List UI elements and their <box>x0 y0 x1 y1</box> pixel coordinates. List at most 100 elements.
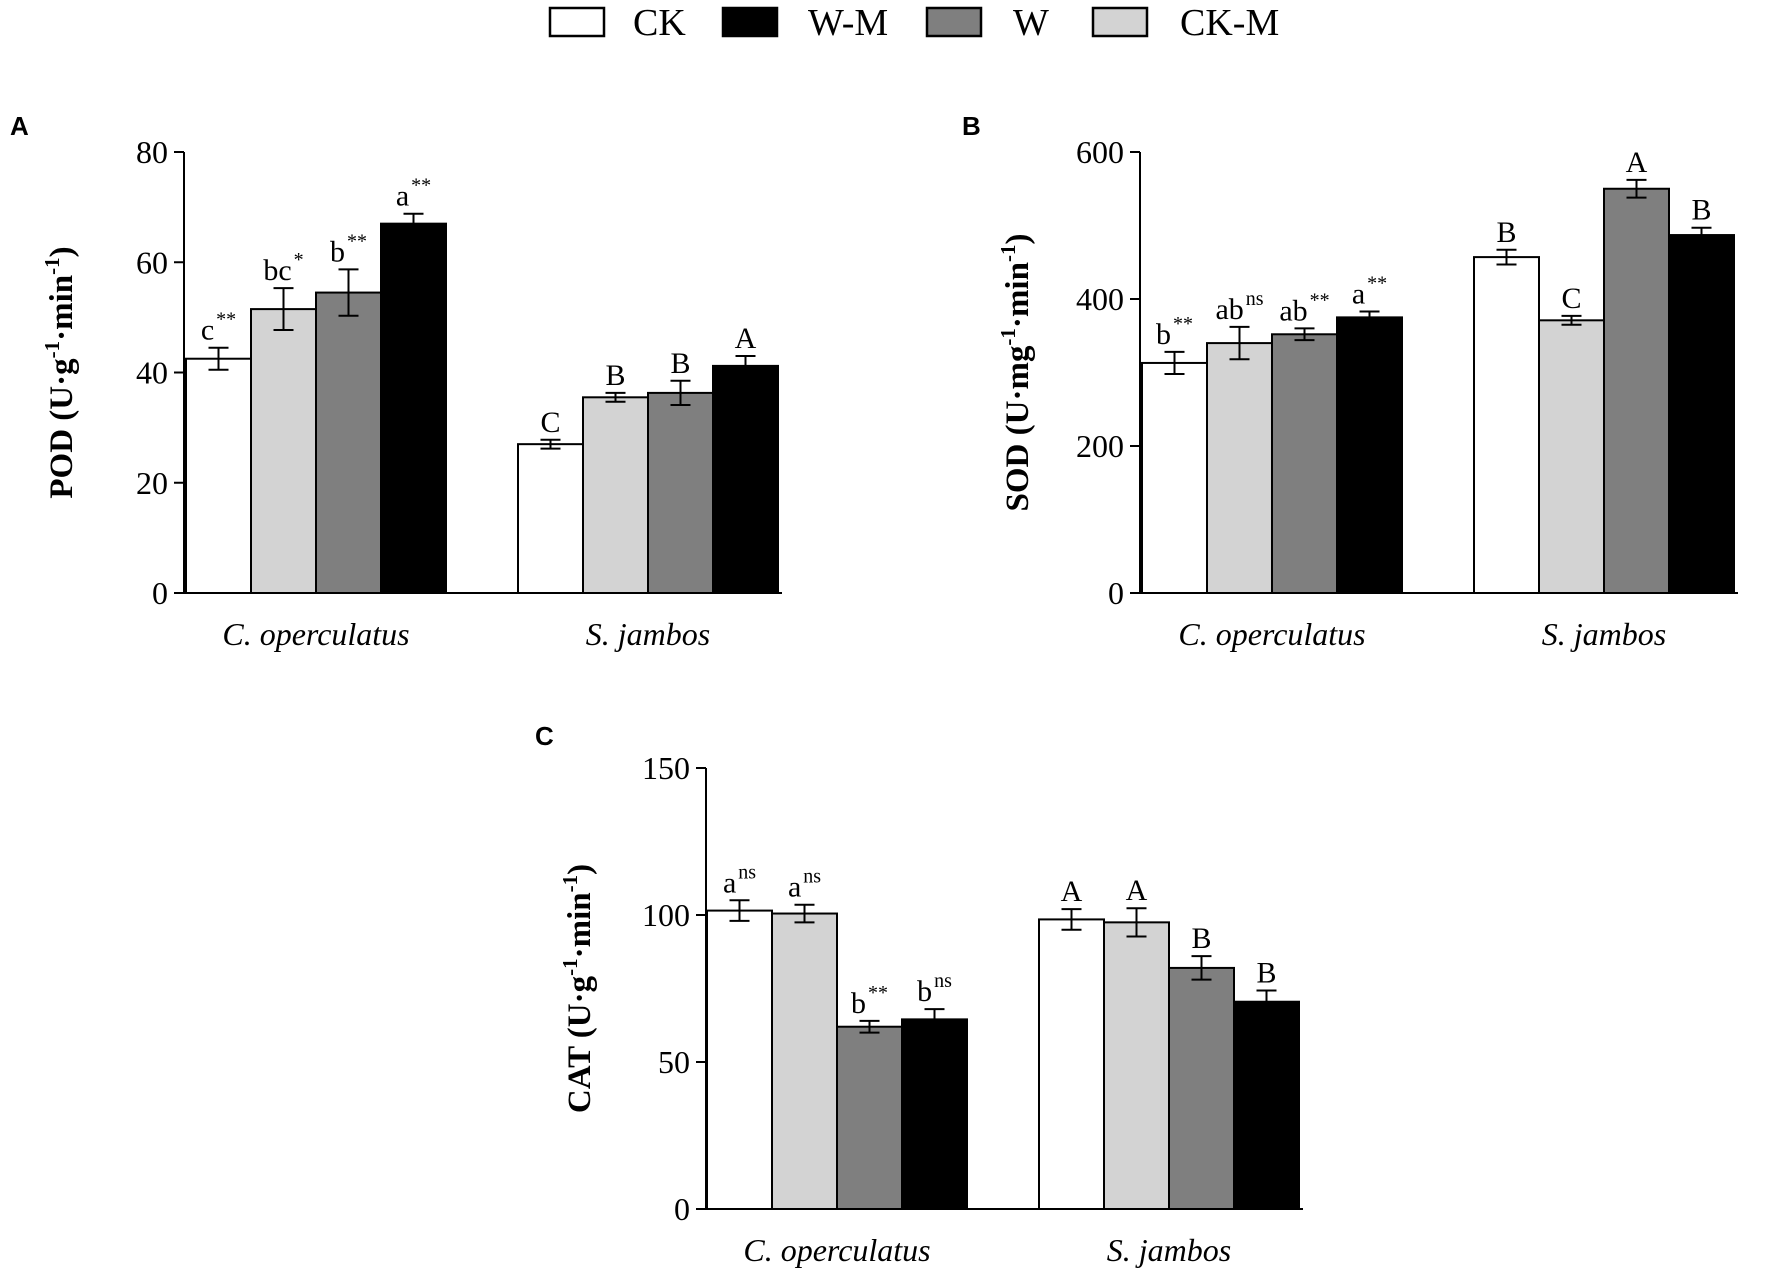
panel-letter-a: A <box>10 111 29 141</box>
legend-swatch-ckm <box>1091 6 1149 38</box>
bar-ck-m-c-operculatus <box>1206 342 1273 594</box>
bar-w-m-c-operculatus <box>1336 316 1403 594</box>
bar-ck-m-s-jambos <box>582 396 649 594</box>
y-axis-title-sup1: -1 <box>40 341 64 359</box>
significance-label-w-m-c-operculatus: a ** <box>1352 272 1387 310</box>
significance-letter: C <box>1561 282 1581 315</box>
category-label-s-jambos: S. jambos <box>586 616 710 652</box>
significance-label-ck-m-s-jambos: B <box>605 359 625 392</box>
bar-w-m-c-operculatus <box>380 222 447 594</box>
significance-letter: B <box>1256 957 1276 990</box>
category-label-s-jambos: S. jambos <box>1542 616 1666 652</box>
significance-mark: ** <box>1310 289 1330 311</box>
significance-label-ck-m-c-operculatus: bc * <box>263 249 303 287</box>
significance-label-ck-s-jambos: A <box>1061 875 1083 908</box>
y-axis-title-base: CAT (U·g <box>562 975 598 1113</box>
y-tick-label: 40 <box>136 355 168 391</box>
y-tick-label: 100 <box>642 897 690 933</box>
significance-letter: b <box>851 987 866 1020</box>
y-axis-title-end: ) <box>562 864 598 875</box>
y-axis-title-end: ) <box>1000 234 1036 245</box>
y-axis-title-sup2: -1 <box>40 257 64 275</box>
significance-letter: B <box>670 347 690 380</box>
bar-w-m-s-jambos <box>712 364 779 595</box>
y-tick-label: 20 <box>136 465 168 501</box>
significance-letter: A <box>735 322 757 355</box>
significance-letter: c <box>201 314 214 347</box>
legend-swatch-wm <box>721 6 779 38</box>
significance-mark: ** <box>1367 272 1387 294</box>
legend-swatch-ck <box>548 6 606 38</box>
significance-label-ck-c-operculatus: c ** <box>201 309 236 347</box>
y-tick-label: 0 <box>674 1191 690 1227</box>
y-tick-label: 150 <box>642 750 690 786</box>
significance-label-ck-m-c-operculatus: ab ns <box>1215 288 1263 326</box>
significance-mark: ns <box>803 866 821 888</box>
legend: CK W-M W CK-M <box>548 2 1279 44</box>
category-label-s-jambos: S. jambos <box>1107 1232 1231 1268</box>
y-tick-label: 0 <box>1108 575 1124 611</box>
y-axis-title-sup1: -1 <box>558 958 582 976</box>
significance-letter: b <box>330 235 345 268</box>
significance-letter: A <box>1061 875 1083 908</box>
y-axis-title: SOD (U·mg-1·min-1) <box>996 234 1036 512</box>
significance-label-w-m-s-jambos: A <box>735 322 757 355</box>
bar-ck-m-s-jambos <box>1538 319 1605 594</box>
significance-mark: ** <box>411 175 431 197</box>
category-label-c-operculatus: C. operculatus <box>1178 616 1365 652</box>
y-axis-title: POD (U·g-1·min-1) <box>40 246 80 498</box>
y-axis-title-mid: ·min <box>562 892 598 958</box>
bar-ck-s-jambos <box>1473 256 1540 594</box>
significance-letter: a <box>723 866 736 899</box>
significance-label-w-m-c-operculatus: b ns <box>917 970 952 1008</box>
bar-ck-s-jambos <box>1038 918 1105 1210</box>
significance-letter: B <box>1191 922 1211 955</box>
significance-label-ck-m-c-operculatus: a ns <box>788 866 821 904</box>
y-tick-label: 400 <box>1076 281 1124 317</box>
bar-ck-m-s-jambos <box>1103 921 1170 1210</box>
y-axis-title-base: POD (U·g <box>44 358 80 499</box>
bar-w-c-operculatus <box>836 1025 903 1210</box>
y-axis-title: CAT (U·g-1·min-1) <box>558 864 598 1113</box>
y-tick-label: 80 <box>136 134 168 170</box>
significance-mark: ** <box>868 982 888 1004</box>
significance-mark: ** <box>216 309 236 331</box>
bar-w-s-jambos <box>1168 966 1235 1210</box>
legend-label-ckm: CK-M <box>1180 2 1279 44</box>
significance-mark: ** <box>347 230 367 252</box>
bar-w-c-operculatus <box>1271 333 1338 594</box>
legend-swatch-w <box>925 6 983 38</box>
significance-label-w-s-jambos: B <box>1191 922 1211 955</box>
bar-w-c-operculatus <box>315 291 382 594</box>
category-label-c-operculatus: C. operculatus <box>743 1232 930 1268</box>
significance-label-w-s-jambos: A <box>1626 146 1648 179</box>
bar-ck-s-jambos <box>517 443 584 594</box>
significance-label-w-c-operculatus: b ** <box>851 982 888 1020</box>
y-tick-label: 200 <box>1076 428 1124 464</box>
bar-w-m-s-jambos <box>1233 1000 1300 1210</box>
significance-letter: B <box>1691 194 1711 227</box>
legend-label-wm: W-M <box>808 2 888 44</box>
bar-w-s-jambos <box>647 391 714 594</box>
significance-letter: B <box>1496 216 1516 249</box>
bar-w-m-c-operculatus <box>901 1018 968 1210</box>
significance-letter: C <box>540 406 560 439</box>
y-axis-title-sup2: -1 <box>558 875 582 893</box>
bar-ck-m-c-operculatus <box>771 912 838 1211</box>
bar-ck-m-c-operculatus <box>250 308 317 594</box>
significance-letter: b <box>1156 318 1171 351</box>
significance-letter: b <box>917 975 932 1008</box>
significance-letter: a <box>788 871 801 904</box>
y-axis-title-sup2: -1 <box>996 245 1020 263</box>
significance-mark: ns <box>934 970 952 992</box>
significance-letter: ab <box>1279 294 1307 327</box>
y-axis-title-base: SOD (U·mg <box>1000 345 1036 511</box>
significance-letter: B <box>605 359 625 392</box>
legend-label-ck: CK <box>633 2 686 44</box>
panel-letter-b: B <box>962 111 981 141</box>
significance-label-w-c-operculatus: ab ** <box>1279 289 1329 327</box>
